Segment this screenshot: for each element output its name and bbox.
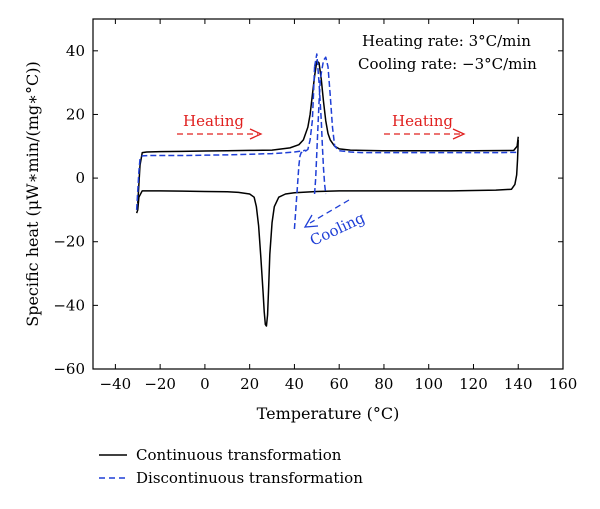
x-tick-label: 160 <box>549 375 578 393</box>
x-tick-label: 0 <box>200 375 210 393</box>
legend-label-discontinuous: Discontinuous transformation <box>136 469 363 487</box>
x-tick-label: −40 <box>100 375 132 393</box>
axis-ticks: −40 −20 0 20 40 60 80 100 120 140 160 −60 −40 −20 0 20 4… <box>53 19 577 393</box>
cooling-arrow <box>303 199 350 228</box>
plot-frame <box>92 18 564 370</box>
legend-label-continuous: Continuous transformation <box>136 446 342 464</box>
heating-arrow-right <box>384 128 466 140</box>
x-tick-label: 120 <box>459 375 488 393</box>
x-tick-label: 20 <box>240 375 259 393</box>
y-tick-label: −60 <box>53 360 85 378</box>
y-tick-label: −40 <box>53 296 85 314</box>
x-tick-label: 60 <box>330 375 349 393</box>
discontinuous-series-line <box>313 56 519 195</box>
y-tick-label: 0 <box>75 169 85 187</box>
x-axis-title: Temperature (°C) <box>257 404 400 423</box>
x-tick-label: 140 <box>504 375 533 393</box>
legend: Continuous transformation Discontinuous … <box>99 446 363 487</box>
series-layer <box>135 53 519 327</box>
heating-label-right: Heating <box>392 112 453 130</box>
x-tick-label: 40 <box>285 375 304 393</box>
cooling-rate-text: Cooling rate: −3°C/min <box>358 55 537 73</box>
discontinuous-series-line <box>135 149 306 210</box>
y-axis-title: Specific heat (μW∗min/(mg∗°C)) <box>23 61 42 327</box>
x-tick-label: 80 <box>374 375 393 393</box>
heating-label-left: Heating <box>183 112 244 130</box>
x-tick-label: −20 <box>144 375 176 393</box>
y-tick-label: 20 <box>66 105 85 123</box>
discontinuous-series-line <box>313 53 327 195</box>
heating-arrow-left <box>177 128 263 140</box>
heating-rate-text: Heating rate: 3°C/min <box>362 32 531 50</box>
continuous-series-line <box>135 139 519 327</box>
discontinuous-series-line <box>293 66 316 230</box>
x-tick-label: 100 <box>414 375 443 393</box>
cooling-label: Cooling <box>307 208 368 249</box>
y-tick-label: 40 <box>66 42 85 60</box>
y-tick-label: −20 <box>53 233 85 251</box>
